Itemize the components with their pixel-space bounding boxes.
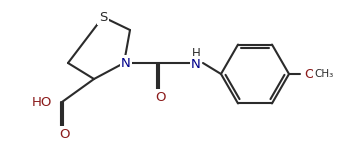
Text: N: N bbox=[121, 56, 131, 70]
Text: O: O bbox=[155, 91, 165, 103]
Text: O: O bbox=[304, 67, 315, 81]
Text: S: S bbox=[99, 10, 107, 24]
Text: HO: HO bbox=[32, 96, 52, 108]
Text: H: H bbox=[192, 46, 200, 60]
Text: CH₃: CH₃ bbox=[314, 69, 333, 79]
Text: N: N bbox=[191, 57, 201, 71]
Text: O: O bbox=[59, 127, 69, 141]
